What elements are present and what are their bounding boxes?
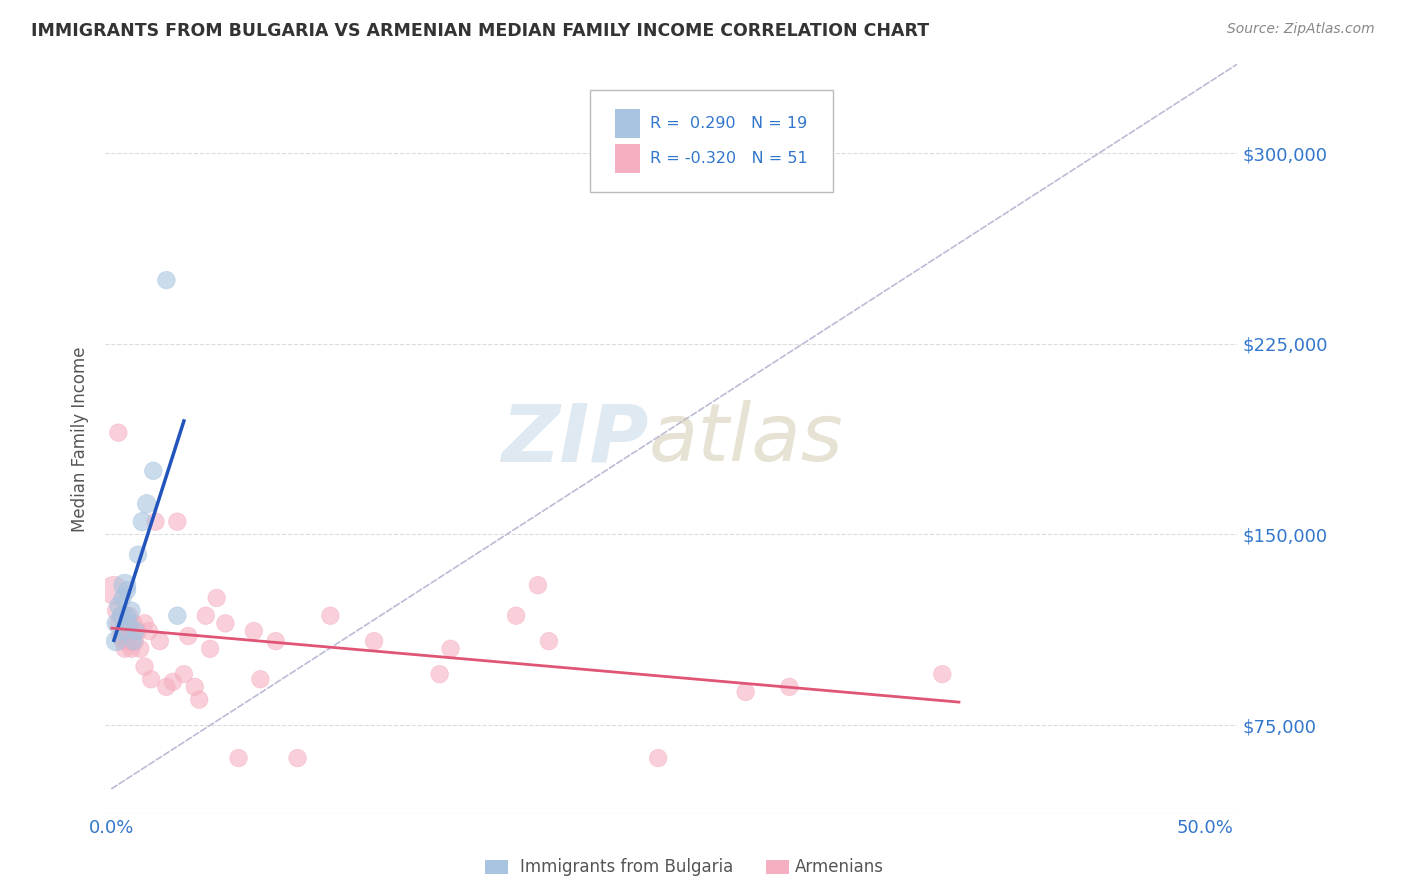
Point [114, 578, 136, 592]
Point [107, 599, 129, 613]
Point [114, 641, 136, 656]
Point [155, 273, 177, 287]
Point [319, 608, 342, 623]
Point [734, 685, 756, 699]
Point [122, 634, 145, 648]
Point [134, 659, 156, 673]
Text: ZIP: ZIP [502, 400, 648, 478]
Point [111, 608, 134, 623]
Point [142, 464, 165, 478]
Point [127, 624, 149, 638]
Point [429, 667, 451, 681]
Point [129, 641, 152, 656]
Point [194, 608, 217, 623]
Point [105, 634, 128, 648]
Point [166, 515, 188, 529]
Point [135, 497, 157, 511]
Point [778, 680, 800, 694]
Point [198, 641, 221, 656]
Point [177, 629, 200, 643]
Point [287, 751, 309, 765]
Point [439, 641, 461, 656]
Point [107, 616, 129, 631]
Text: atlas: atlas [648, 400, 844, 478]
Point [363, 634, 385, 648]
Point [105, 616, 128, 631]
Point [647, 751, 669, 765]
Point [107, 425, 129, 440]
Point [149, 634, 172, 648]
Point [184, 680, 207, 694]
Text: R = -0.320   N = 51: R = -0.320 N = 51 [650, 151, 807, 166]
Text: IMMIGRANTS FROM BULGARIA VS ARMENIAN MEDIAN FAMILY INCOME CORRELATION CHART: IMMIGRANTS FROM BULGARIA VS ARMENIAN MED… [31, 22, 929, 40]
Point [131, 515, 153, 529]
Point [228, 751, 250, 765]
Point [110, 629, 132, 643]
Point [114, 624, 136, 638]
Text: Armenians: Armenians [794, 858, 883, 876]
Point [115, 583, 138, 598]
FancyBboxPatch shape [589, 90, 834, 192]
Point [214, 616, 236, 631]
Point [145, 515, 167, 529]
Point [120, 641, 142, 656]
Point [111, 624, 134, 638]
Bar [614, 109, 640, 137]
Point [243, 624, 266, 638]
Y-axis label: Median Family Income: Median Family Income [72, 346, 89, 532]
Point [155, 680, 177, 694]
Point [111, 591, 134, 605]
Text: Immigrants from Bulgaria: Immigrants from Bulgaria [520, 858, 734, 876]
Point [166, 608, 188, 623]
Point [125, 624, 148, 638]
Point [120, 604, 142, 618]
Point [115, 608, 138, 623]
Bar [614, 145, 640, 173]
Text: Source: ZipAtlas.com: Source: ZipAtlas.com [1227, 22, 1375, 37]
Point [127, 548, 149, 562]
Point [527, 578, 550, 592]
Point [505, 608, 527, 623]
Text: R =  0.290   N = 19: R = 0.290 N = 19 [650, 116, 807, 131]
Point [537, 634, 560, 648]
Point [249, 673, 271, 687]
Point [105, 604, 128, 618]
Point [115, 634, 138, 648]
Point [931, 667, 953, 681]
Point [118, 616, 141, 631]
Point [264, 634, 287, 648]
Point [205, 591, 228, 605]
Point [122, 634, 145, 648]
Point [162, 674, 184, 689]
Point [115, 616, 138, 631]
Point [138, 624, 160, 638]
Point [118, 624, 141, 638]
Point [118, 608, 141, 623]
Point [173, 667, 195, 681]
Point [110, 608, 132, 623]
Point [103, 583, 125, 598]
Point [111, 634, 134, 648]
Point [122, 616, 145, 631]
Point [188, 692, 211, 706]
Point [139, 673, 162, 687]
Point [134, 616, 156, 631]
